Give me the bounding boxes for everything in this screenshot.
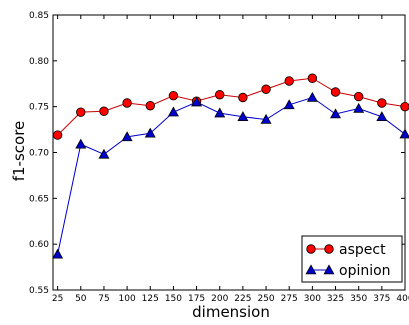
aspect-point — [400, 101, 409, 112]
opinion-point — [98, 148, 110, 159]
aspect-point — [145, 101, 155, 111]
aspect-point — [330, 87, 341, 97]
legend-opinion-label: opinion — [339, 263, 391, 279]
opinion-point — [283, 99, 295, 110]
x-tick-label: 250 — [257, 294, 274, 304]
legend-aspect-marker — [324, 244, 334, 254]
x-tick-label: 350 — [350, 294, 367, 304]
opinion-point — [144, 127, 156, 138]
legend-aspect-label: aspect — [339, 242, 386, 258]
aspect-point — [215, 90, 225, 100]
x-tick-label: 100 — [119, 294, 136, 304]
opinion-point — [121, 131, 133, 142]
aspect-point — [238, 92, 248, 103]
opinion-point — [399, 128, 409, 139]
opinion-point — [191, 96, 203, 107]
opinion-point — [167, 106, 179, 117]
x-tick-label: 125 — [142, 294, 159, 304]
opinion-point — [353, 102, 365, 113]
aspect-point — [76, 107, 86, 117]
y-axis-title: f1-score — [10, 121, 28, 182]
x-tick-label: 175 — [188, 294, 205, 304]
opinion-point — [260, 113, 272, 124]
legend-opinion-marker — [305, 264, 317, 275]
x-tick-label: 325 — [327, 294, 344, 304]
opinion-point — [376, 111, 388, 121]
opinion-point — [306, 91, 318, 102]
legend-box — [301, 235, 403, 283]
x-axis-title: dimension — [192, 303, 270, 320]
x-tick-label: 25 — [52, 294, 63, 304]
opinion-point — [214, 107, 226, 118]
y-tick-label: 0.85 — [29, 11, 49, 21]
opinion-point — [52, 248, 64, 259]
x-tick-label: 200 — [211, 294, 228, 304]
legend: aspect opinion — [301, 235, 403, 283]
y-tick-label: 0.80 — [29, 57, 49, 67]
x-tick-label: 75 — [98, 294, 109, 304]
opinion-series-line — [57, 96, 406, 255]
x-tick-label: 275 — [281, 294, 298, 304]
x-tick-label: 50 — [75, 294, 87, 304]
y-tick-label: 0.70 — [29, 149, 49, 159]
x-tick-label: 375 — [373, 294, 390, 304]
aspect-point — [377, 98, 387, 108]
legend-opinion-marker — [323, 264, 335, 275]
aspect-series-line — [57, 77, 406, 136]
aspect-point — [353, 91, 364, 102]
aspect-point — [122, 98, 132, 108]
x-tick-label: 400 — [396, 294, 409, 304]
aspect-point — [168, 90, 179, 101]
y-tick-label: 0.60 — [29, 240, 49, 250]
opinion-point — [75, 138, 87, 149]
y-tick-label: 0.55 — [29, 286, 49, 296]
aspect-point — [52, 130, 63, 140]
aspect-point — [99, 106, 109, 116]
x-tick-label: 225 — [234, 294, 251, 304]
aspect-point — [261, 84, 271, 94]
aspect-point — [284, 76, 294, 86]
x-tick-label: 150 — [165, 294, 182, 304]
y-tick-label: 0.75 — [29, 103, 49, 113]
legend-aspect-marker — [306, 244, 316, 254]
aspect-point — [307, 73, 318, 83]
y-tick-label: 0.65 — [29, 194, 49, 204]
opinion-point — [330, 108, 342, 119]
opinion-point — [237, 111, 249, 121]
x-tick-label: 300 — [304, 294, 321, 304]
